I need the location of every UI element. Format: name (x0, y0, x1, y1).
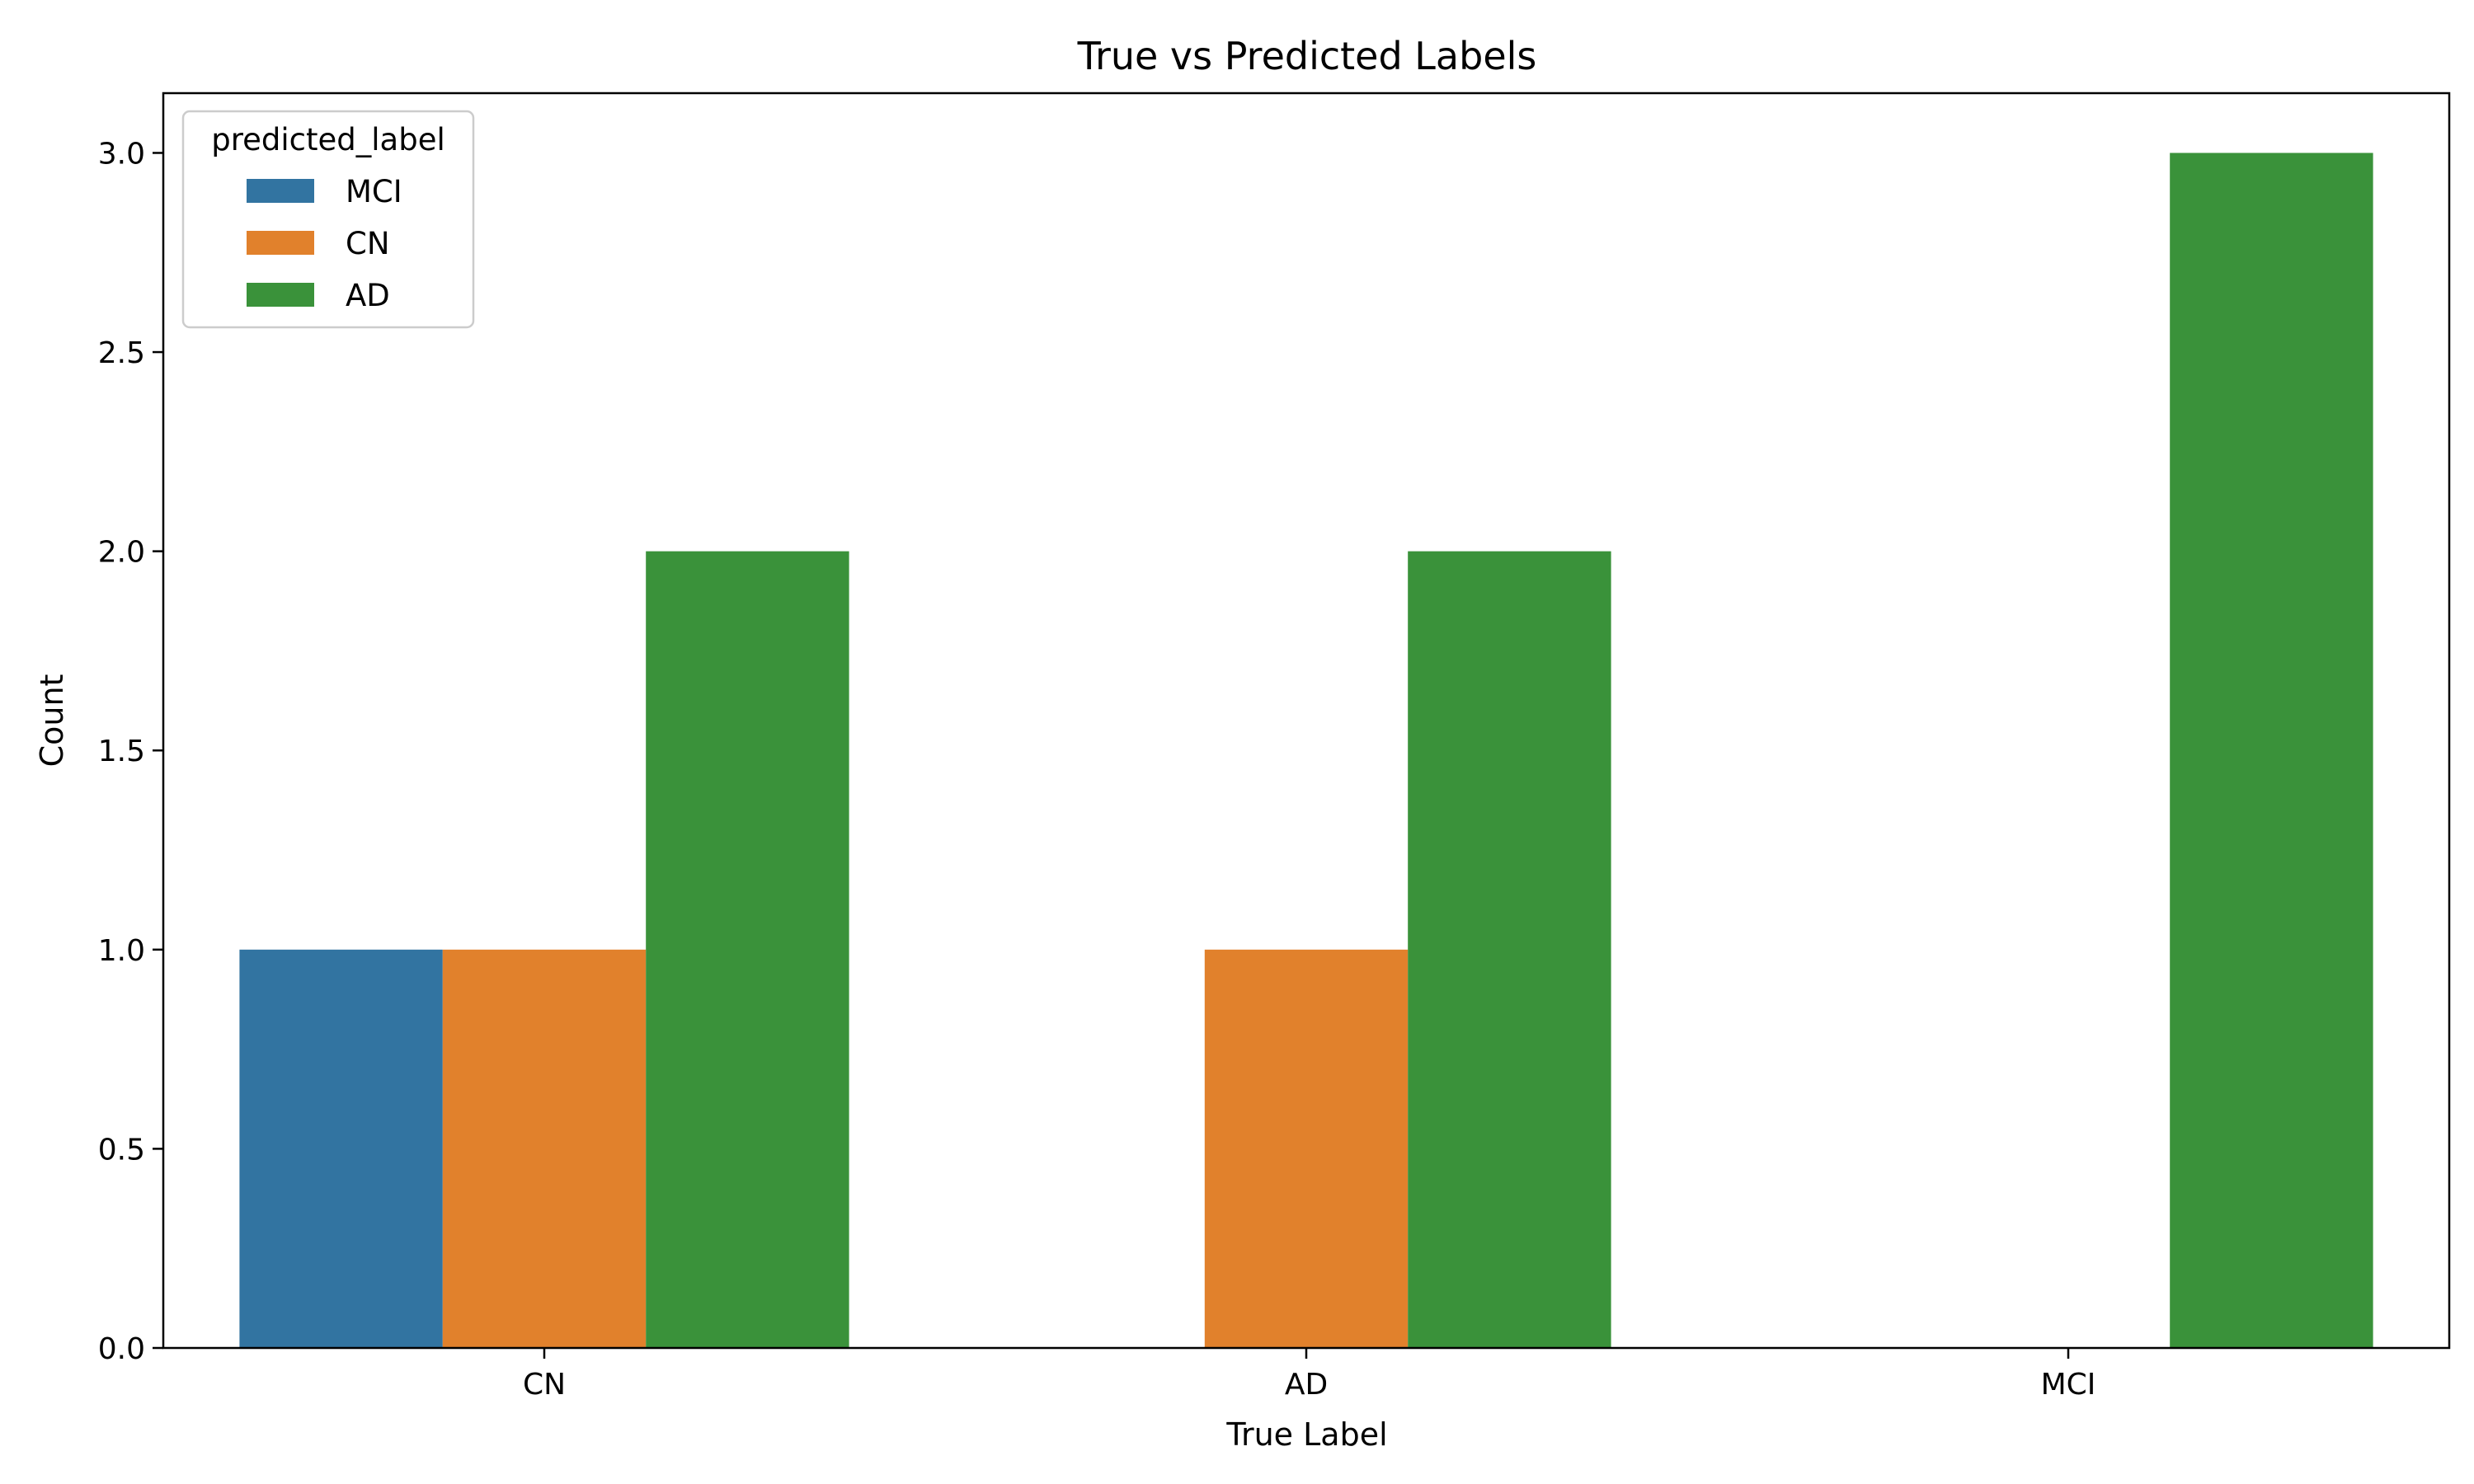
x-tick-label: AD (1285, 1368, 1328, 1402)
legend-swatch-cn (247, 231, 314, 255)
y-axis-label: Count (34, 674, 70, 768)
y-tick-label: 1.5 (98, 735, 145, 768)
y-tick-label: 2.5 (98, 336, 145, 370)
bar-ad-mci (2170, 153, 2373, 1348)
bar-ad-cn (646, 551, 849, 1348)
x-tick-label: CN (523, 1368, 566, 1402)
y-tick-label: 2.0 (98, 536, 145, 570)
legend-swatch-ad (247, 283, 314, 307)
bar-ad-ad (1408, 551, 1611, 1348)
y-axis: 0.0 0.5 1.0 1.5 2.0 2.5 3.0 (98, 137, 163, 1366)
bar-mci-cn (239, 949, 443, 1348)
legend-label-cn: CN (346, 226, 390, 261)
y-tick-label: 0.5 (98, 1133, 145, 1167)
legend-label-mci: MCI (346, 174, 402, 209)
x-tick-label: MCI (2041, 1368, 2096, 1402)
legend-title: predicted_label (211, 122, 445, 157)
x-axis: CN AD MCI (523, 1348, 2095, 1402)
y-tick-label: 3.0 (98, 137, 145, 171)
legend-entries: MCI CN AD (247, 174, 402, 313)
legend-box (181, 110, 475, 329)
legend-swatch-mci (247, 179, 314, 203)
legend-label-ad: AD (346, 278, 390, 313)
chart-title: True vs Predicted Labels (1077, 34, 1537, 78)
bar-cn-ad (1204, 949, 1409, 1348)
x-axis-label: True Label (1225, 1416, 1387, 1453)
y-tick-label: 0.0 (98, 1332, 145, 1366)
legend: predicted_label MCI CN AD (181, 110, 475, 329)
y-tick-label: 1.0 (98, 934, 145, 968)
bars-layer (239, 153, 2373, 1348)
bar-cn-cn (442, 949, 647, 1348)
